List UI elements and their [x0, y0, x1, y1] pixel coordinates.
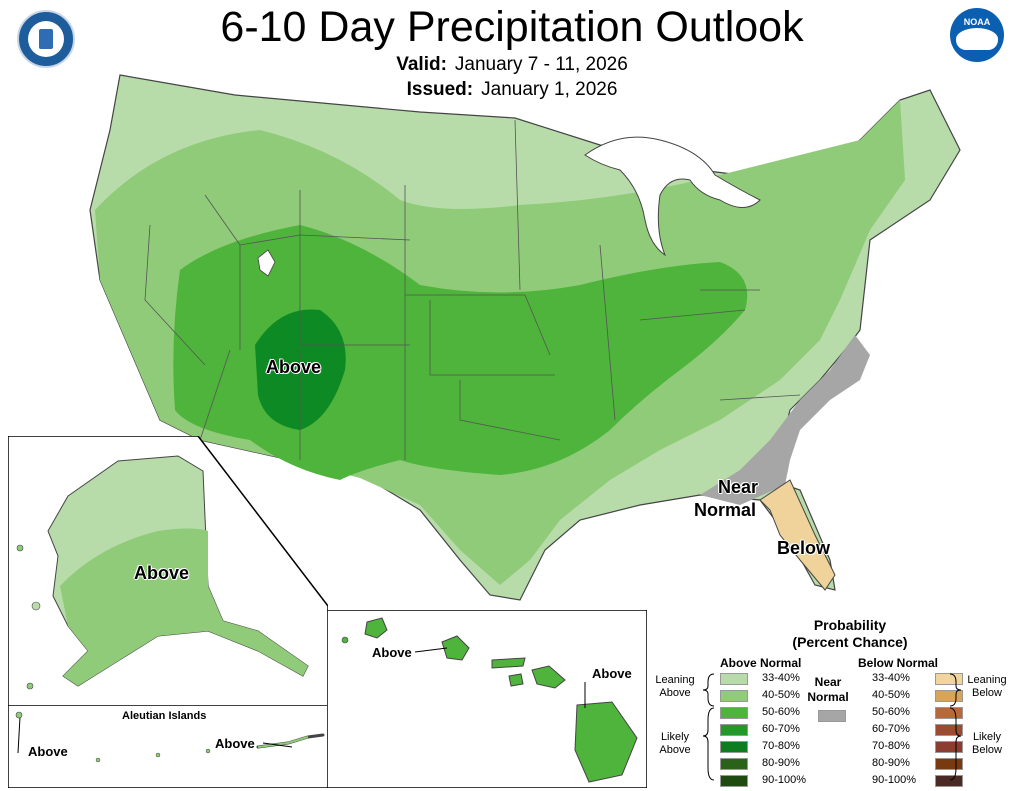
- below-scale-label: 60-70%: [872, 723, 910, 735]
- leaning-below-label: Leaning Below: [967, 674, 1007, 699]
- aleutian-above-east-label: Above: [215, 736, 255, 751]
- maui: [531, 665, 566, 689]
- below-scale-label: 90-100%: [872, 774, 917, 786]
- above-scale-swatch: [720, 707, 748, 719]
- near-normal-label-2: Normal: [694, 500, 757, 520]
- issued-line: Issued: January 1, 2026: [0, 79, 1024, 101]
- above-normal-header: Above Normal: [720, 656, 802, 670]
- issued-label: Issued:: [406, 79, 474, 100]
- legend-title-2: (Percent Chance): [792, 634, 908, 650]
- aleutian-inset: [8, 705, 328, 788]
- lanai: [508, 673, 524, 687]
- above-scale-label: 60-70%: [762, 723, 800, 735]
- issued-date: January 1, 2026: [481, 79, 618, 100]
- above-scale-swatch: [720, 724, 748, 736]
- likely-below-label: Likely Below: [972, 731, 1002, 756]
- hawaii-above-east-label: Above: [592, 666, 632, 681]
- conus-above-label: Above: [266, 357, 322, 377]
- above-scale-swatch: [720, 775, 748, 787]
- oahu: [441, 635, 470, 661]
- legend-braces: [702, 673, 962, 781]
- above-scale-label: 90-100%: [762, 774, 807, 786]
- below-normal-header: Below Normal: [858, 656, 939, 670]
- kauai: [364, 617, 388, 639]
- big-island: [574, 701, 638, 783]
- above-scale-label: 33-40%: [762, 672, 800, 684]
- legend-title-1: Probability: [813, 617, 887, 633]
- hawaii-above-west-label: Above: [372, 645, 412, 660]
- alaska-above-region: [60, 528, 308, 686]
- above-scale-swatch: [720, 758, 748, 770]
- aleutian-title: Aleutian Islands: [122, 710, 207, 722]
- near-normal-swatch: [818, 710, 846, 722]
- valid-line: Valid: January 7 - 11, 2026: [0, 54, 1024, 76]
- alaska-above-label: Above: [134, 563, 190, 583]
- state-boundaries: [144, 119, 801, 460]
- valid-dates: January 7 - 11, 2026: [454, 54, 628, 75]
- above-scale-label: 50-60%: [762, 706, 800, 718]
- below-scale-swatch: [935, 775, 963, 787]
- above-scale-swatch: [720, 741, 748, 753]
- above-scale-label: 40-50%: [762, 689, 800, 701]
- above-scale-swatch: [720, 673, 748, 685]
- near-normal-region: [700, 335, 870, 505]
- above-scale-label: 70-80%: [762, 740, 800, 752]
- conus-below-label: Below: [777, 538, 831, 558]
- valid-label: Valid:: [396, 54, 447, 75]
- molokai: [491, 657, 526, 669]
- great-lakes: [584, 136, 761, 257]
- below-scale-label: 80-90%: [872, 757, 910, 769]
- below-normal-region: [759, 479, 836, 591]
- commerce-seal-logo: [17, 10, 75, 68]
- alaska-inset: [8, 436, 328, 706]
- below-scale-label: 70-80%: [872, 740, 910, 752]
- near-normal-legend-2: Normal: [807, 690, 849, 704]
- near-normal-legend-1: Near: [814, 675, 842, 689]
- near-normal-label-1: Near: [718, 477, 759, 497]
- great-salt-lake: [257, 249, 276, 277]
- below-scale-label: 50-60%: [872, 706, 910, 718]
- hawaii-inset: [327, 610, 647, 788]
- above-scale-swatch: [720, 690, 748, 702]
- likely-above-label: Likely Above: [659, 731, 691, 756]
- noaa-logo: NOAA: [950, 8, 1004, 62]
- above-scale-label: 80-90%: [762, 757, 800, 769]
- below-scale-label: 33-40%: [872, 672, 910, 684]
- aleutian-above-west-label: Above: [28, 744, 68, 759]
- page-title: 6-10 Day Precipitation Outlook: [220, 3, 804, 51]
- leaning-above-label: Leaning Above: [655, 674, 695, 699]
- below-scale-label: 40-50%: [872, 689, 910, 701]
